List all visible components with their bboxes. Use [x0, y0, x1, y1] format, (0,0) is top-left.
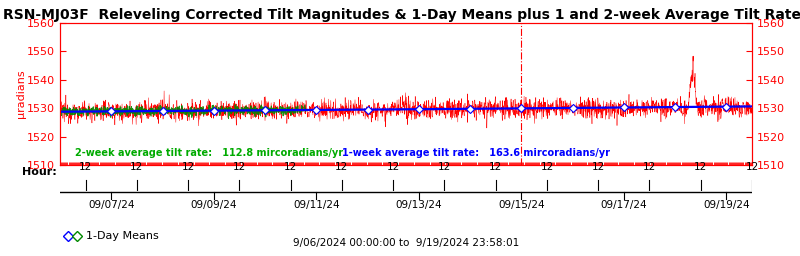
Text: 12: 12: [182, 162, 194, 172]
Text: 09/13/24: 09/13/24: [395, 200, 442, 210]
Title: RSN-MJ03F  Releveling Corrected Tilt Magnitudes & 1-Day Means plus 1 and 2-week : RSN-MJ03F Releveling Corrected Tilt Magn…: [3, 8, 800, 22]
Text: 09/09/24: 09/09/24: [190, 200, 237, 210]
Text: 12: 12: [386, 162, 400, 172]
Text: 09/07/24: 09/07/24: [88, 200, 134, 210]
Text: 09/15/24: 09/15/24: [498, 200, 545, 210]
Text: 12: 12: [694, 162, 707, 172]
Text: 12: 12: [130, 162, 143, 172]
Text: 12: 12: [540, 162, 554, 172]
Text: 12: 12: [79, 162, 92, 172]
Text: 1-week average tilt rate:   163.6 mircoradians/yr: 1-week average tilt rate: 163.6 mircorad…: [342, 148, 610, 158]
Text: 1-Day Means: 1-Day Means: [86, 231, 159, 241]
Text: 12: 12: [335, 162, 349, 172]
Text: Hour:: Hour:: [22, 166, 57, 177]
Text: 12: 12: [233, 162, 246, 172]
Text: 09/19/24: 09/19/24: [703, 200, 750, 210]
Text: 12: 12: [643, 162, 656, 172]
Text: 09/11/24: 09/11/24: [293, 200, 340, 210]
Text: 12: 12: [489, 162, 502, 172]
Y-axis label: μradians: μradians: [16, 70, 26, 118]
Text: 12: 12: [438, 162, 451, 172]
Text: 9/06/2024 00:00:00 to  9/19/2024 23:58:01: 9/06/2024 00:00:00 to 9/19/2024 23:58:01: [293, 238, 519, 248]
Text: 09/17/24: 09/17/24: [601, 200, 647, 210]
Text: 12: 12: [284, 162, 298, 172]
Text: 2-week average tilt rate:   112.8 mircoradians/yr: 2-week average tilt rate: 112.8 mircorad…: [75, 148, 343, 158]
Text: 12: 12: [591, 162, 605, 172]
Text: 12: 12: [746, 162, 758, 172]
